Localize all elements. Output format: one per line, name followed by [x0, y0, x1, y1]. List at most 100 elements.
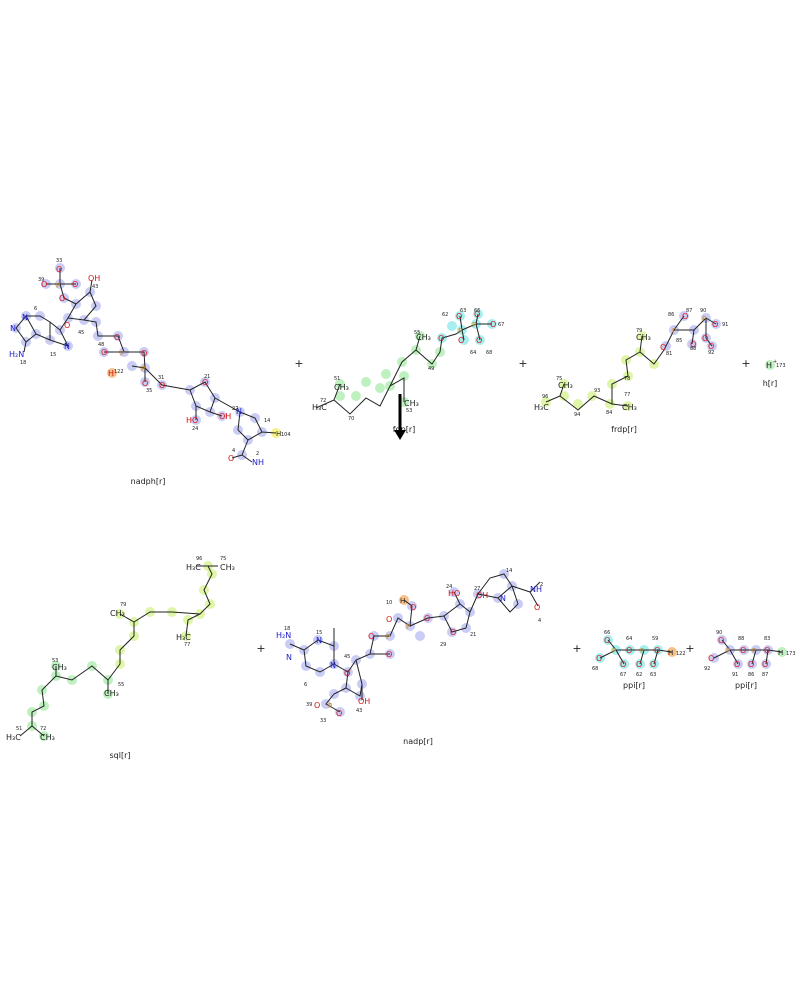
- svg-text:O: O: [596, 654, 602, 663]
- svg-text:72: 72: [40, 726, 46, 732]
- svg-text:H₃C: H₃C: [186, 563, 201, 572]
- svg-text:45: 45: [78, 330, 84, 336]
- svg-text:27: 27: [232, 406, 238, 412]
- svg-text:51: 51: [16, 726, 22, 732]
- h-label: h[r]: [763, 379, 778, 388]
- sql-structure: H₃C CH₃ CH₃ H₃C CH₃ CH₃ H₃C CH₃ 96 75 79 77 53 5…: [6, 556, 235, 742]
- svg-text:81: 81: [666, 351, 672, 357]
- svg-text:O: O: [59, 294, 65, 303]
- svg-text:CH₃: CH₃: [104, 689, 119, 698]
- svg-text:N: N: [22, 313, 28, 322]
- plus-sign: +: [256, 642, 265, 655]
- svg-text:O: O: [72, 280, 78, 289]
- svg-text:55: 55: [414, 330, 420, 336]
- svg-text:O: O: [636, 660, 642, 669]
- svg-text:51: 51: [334, 376, 340, 382]
- svg-text:15: 15: [50, 352, 56, 358]
- svg-text:P: P: [141, 365, 145, 373]
- svg-text:18: 18: [20, 360, 26, 366]
- svg-text:122: 122: [114, 369, 124, 375]
- plus-sign: +: [685, 642, 694, 655]
- svg-text:N: N: [500, 594, 506, 603]
- svg-text:2: 2: [256, 451, 259, 457]
- svg-text:67: 67: [498, 322, 504, 328]
- sql-label: sql[r]: [110, 751, 131, 760]
- svg-text:OH: OH: [219, 412, 231, 421]
- svg-text:79: 79: [636, 328, 642, 334]
- reaction-arrow-down-icon: [394, 394, 406, 440]
- svg-text:H: H: [108, 369, 114, 378]
- svg-text:O: O: [654, 646, 660, 655]
- svg-text:24: 24: [192, 426, 198, 432]
- svg-text:70: 70: [348, 416, 354, 422]
- svg-text:92: 92: [708, 350, 714, 356]
- svg-text:91: 91: [722, 322, 728, 328]
- svg-text:CH₃: CH₃: [416, 333, 431, 342]
- svg-text:91: 91: [732, 672, 738, 678]
- svg-text:N: N: [10, 324, 16, 333]
- ppi-label-1: ppi[r]: [623, 681, 645, 690]
- svg-text:O: O: [56, 265, 62, 274]
- svg-text:87: 87: [686, 308, 692, 314]
- svg-text:93: 93: [594, 388, 600, 394]
- svg-text:H₃C: H₃C: [534, 403, 549, 412]
- svg-text:62: 62: [442, 312, 448, 318]
- svg-text:4: 4: [538, 618, 541, 624]
- svg-text:49: 49: [428, 366, 434, 372]
- svg-text:66: 66: [474, 308, 480, 314]
- svg-text:64: 64: [626, 636, 632, 642]
- svg-text:H₃C: H₃C: [312, 403, 327, 412]
- svg-text:96: 96: [542, 394, 548, 400]
- ppi-label-2: ppi[r]: [735, 681, 757, 690]
- svg-text:CH₃: CH₃: [636, 333, 651, 342]
- svg-text:77: 77: [624, 392, 630, 398]
- svg-text:90: 90: [700, 308, 706, 314]
- svg-text:21: 21: [470, 632, 476, 638]
- svg-text:O: O: [748, 660, 754, 669]
- svg-text:O: O: [474, 310, 480, 319]
- svg-text:N: N: [330, 661, 336, 670]
- svg-text:O: O: [534, 603, 540, 612]
- svg-text:P: P: [386, 633, 390, 641]
- svg-text:P: P: [726, 647, 730, 655]
- svg-text:64: 64: [470, 350, 476, 356]
- svg-text:53: 53: [52, 658, 58, 664]
- svg-text:H₃C: H₃C: [6, 733, 21, 742]
- svg-text:+: +: [773, 359, 777, 365]
- svg-text:O: O: [101, 348, 107, 357]
- svg-text:O: O: [41, 280, 47, 289]
- svg-text:59: 59: [652, 636, 658, 642]
- svg-text:O: O: [159, 381, 165, 390]
- svg-text:33: 33: [56, 258, 62, 264]
- svg-text:6: 6: [34, 306, 37, 312]
- svg-text:O: O: [476, 336, 482, 345]
- svg-text:79: 79: [120, 602, 126, 608]
- svg-text:14: 14: [506, 568, 512, 574]
- svg-text:63: 63: [460, 308, 466, 314]
- svg-text:78: 78: [624, 376, 630, 382]
- plus-sign: +: [572, 642, 581, 655]
- svg-text:H: H: [276, 430, 281, 438]
- svg-text:H: H: [766, 361, 772, 370]
- svg-text:173: 173: [786, 651, 796, 657]
- svg-text:O: O: [620, 660, 626, 669]
- svg-text:O: O: [410, 603, 416, 612]
- svg-text:86: 86: [748, 672, 754, 678]
- svg-text:27: 27: [474, 586, 480, 592]
- svg-text:88: 88: [738, 636, 744, 642]
- svg-text:O: O: [490, 320, 496, 329]
- svg-text:O: O: [228, 454, 234, 463]
- svg-text:72: 72: [320, 398, 326, 404]
- svg-text:O: O: [424, 614, 430, 623]
- svg-text:N: N: [316, 636, 322, 645]
- svg-text:O: O: [682, 312, 688, 321]
- svg-text:68: 68: [486, 350, 492, 356]
- svg-text:29: 29: [440, 642, 446, 648]
- svg-text:173: 173: [776, 363, 786, 369]
- svg-text:O: O: [450, 628, 456, 637]
- svg-text:4: 4: [232, 448, 235, 454]
- nadp-label: nadp[r]: [403, 737, 433, 746]
- svg-text:O: O: [368, 632, 374, 641]
- svg-text:O: O: [336, 709, 342, 718]
